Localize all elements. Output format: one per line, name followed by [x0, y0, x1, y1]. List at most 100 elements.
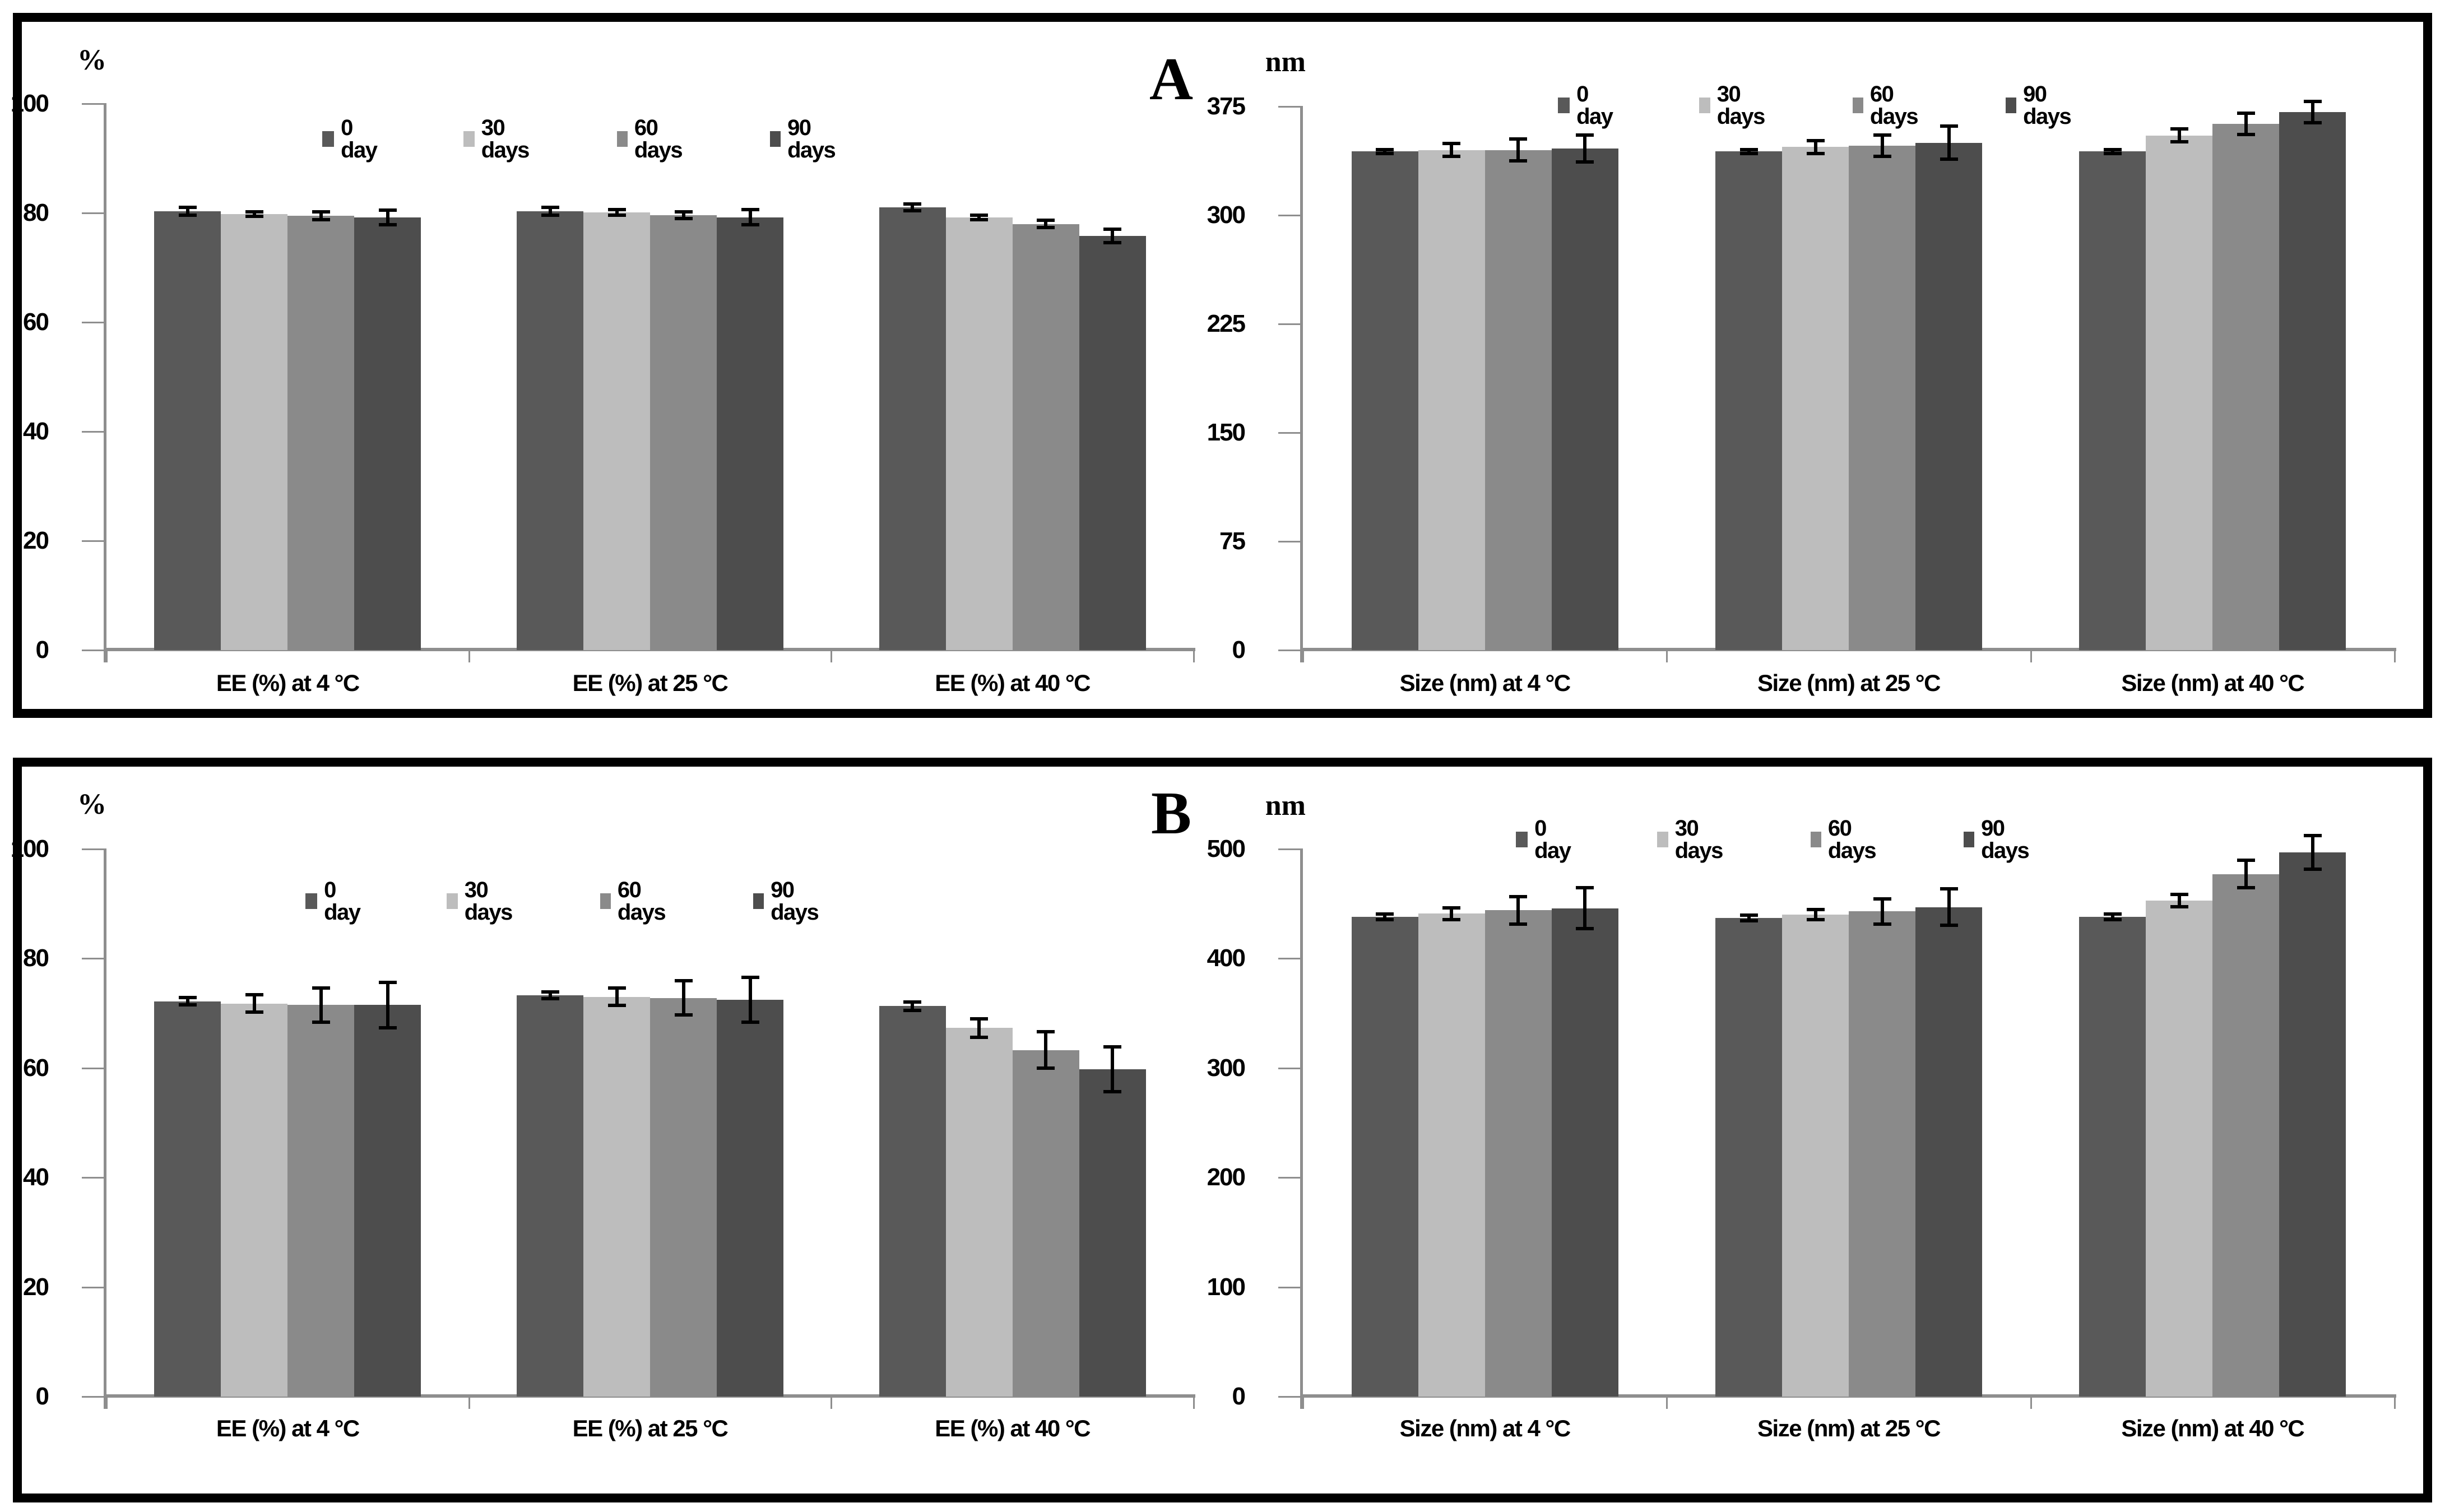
- bar: [1715, 918, 1782, 1397]
- legend-item: 0 day: [1558, 83, 1616, 128]
- error-bar-cap-top: [1442, 142, 1461, 146]
- bar: [717, 217, 783, 650]
- error-bar-stem: [2110, 150, 2114, 153]
- error-bar-cap-bottom: [2237, 133, 2255, 137]
- bar: [650, 998, 717, 1397]
- error-bar-cap-top: [2103, 912, 2122, 916]
- x-axis-group-tick: [468, 650, 470, 662]
- legend-swatch: [447, 893, 458, 909]
- panel-a-label: A: [1149, 46, 1193, 113]
- error-bar-cap-top: [1103, 228, 1122, 231]
- y-tickmark: [82, 848, 106, 850]
- error-bar-cap-bottom: [2237, 886, 2255, 890]
- error-bar-cap-top: [1442, 906, 1461, 910]
- category-label: EE (%) at 4 °C: [216, 670, 360, 696]
- error-bar-cap-bottom: [741, 1020, 759, 1024]
- y-tick-label: 225: [1207, 310, 1246, 337]
- y-tick-label: 375: [1207, 92, 1246, 120]
- x-axis-group-tick: [2394, 1397, 2396, 1409]
- bar: [879, 1006, 946, 1397]
- category-label: Size (nm) at 4 °C: [1399, 1415, 1571, 1441]
- error-bar-stem: [1383, 915, 1387, 920]
- error-bar-cap-top: [2237, 111, 2255, 115]
- error-bar-cap-top: [903, 202, 922, 206]
- error-bar-cap-top: [378, 981, 397, 985]
- error-bar-cap-bottom: [1806, 918, 1825, 922]
- y-axis-line: [104, 104, 106, 662]
- error-bar-stem: [319, 212, 323, 219]
- error-bar-stem: [1747, 916, 1751, 920]
- bar: [2146, 900, 2213, 1397]
- y-tickmark: [82, 958, 106, 960]
- error-bar-cap-bottom: [312, 1020, 330, 1024]
- error-bar-stem: [977, 215, 981, 219]
- error-bar-cap-bottom: [2303, 868, 2322, 871]
- legend-item: 60 days: [600, 879, 670, 924]
- legend-item: 60 days: [1810, 817, 1881, 862]
- bar: [1351, 151, 1418, 650]
- legend-item: 30 days: [1699, 83, 1769, 128]
- error-bar-cap-top: [1806, 139, 1825, 143]
- error-bar-cap-bottom: [1873, 154, 1891, 158]
- legend-item: 0 day: [322, 117, 381, 161]
- error-bar-cap-top: [1739, 147, 1758, 151]
- error-bar-cap-bottom: [674, 1013, 693, 1017]
- bar: [154, 1001, 221, 1397]
- category-label: Size (nm) at 4 °C: [1399, 670, 1571, 696]
- x-axis-group-tick: [831, 650, 833, 662]
- bar: [517, 211, 583, 650]
- error-bar-stem: [1111, 230, 1115, 242]
- y-tick-label: 40: [23, 1163, 49, 1191]
- error-bar-stem: [185, 208, 189, 215]
- error-bar-stem: [1516, 897, 1520, 924]
- y-tickmark: [1278, 958, 1303, 960]
- error-bar-stem: [1880, 899, 1884, 924]
- error-bar-cap-top: [674, 979, 693, 983]
- error-bar-cap-bottom: [541, 213, 559, 217]
- error-bar-cap-top: [1509, 894, 1528, 898]
- error-bar-cap-bottom: [970, 1036, 989, 1040]
- x-axis-group-tick: [1666, 650, 1668, 662]
- bar: [2279, 112, 2346, 650]
- legend-swatch: [1852, 98, 1863, 113]
- y-tickmark: [1278, 650, 1303, 651]
- x-axis-group-tick: [2030, 1397, 2032, 1409]
- legend-item: 60 days: [1852, 83, 1923, 128]
- legend-swatch: [322, 131, 335, 147]
- y-axis-unit-label: %: [77, 789, 106, 820]
- category-label: EE (%) at 40 °C: [935, 1415, 1091, 1441]
- legend-label: 90 days: [787, 115, 836, 163]
- legend-label: 60 days: [634, 115, 683, 163]
- error-bar-stem: [1450, 144, 1454, 156]
- bar: [1079, 1069, 1146, 1397]
- bar: [1012, 1050, 1079, 1397]
- legend-label: 0 day: [1534, 816, 1571, 863]
- error-bar-stem: [2110, 915, 2114, 920]
- error-bar-cap-bottom: [1739, 919, 1758, 922]
- bar: [517, 995, 583, 1397]
- error-bar-stem: [185, 998, 189, 1005]
- legend-label: 0 day: [324, 878, 361, 925]
- bar: [354, 217, 421, 650]
- error-bar-cap-top: [2103, 147, 2122, 151]
- y-tickmark: [82, 322, 106, 323]
- bar: [1782, 147, 1849, 650]
- bar: [2212, 874, 2280, 1397]
- y-tickmark: [1278, 1067, 1303, 1069]
- error-bar-cap-bottom: [1576, 926, 1594, 930]
- x-axis-group-tick: [1193, 1397, 1195, 1409]
- error-bar-cap-bottom: [178, 1003, 197, 1007]
- category-label: Size (nm) at 40 °C: [2121, 1415, 2304, 1441]
- error-bar-cap-bottom: [312, 217, 330, 221]
- legend-swatch: [1558, 98, 1570, 113]
- legend-item: 30 days: [1657, 817, 1727, 862]
- error-bar-stem: [1450, 908, 1454, 920]
- error-bar-cap-bottom: [1037, 1066, 1055, 1070]
- error-bar-cap-bottom: [1376, 151, 1394, 155]
- y-tick-label: 100: [10, 90, 49, 117]
- bar: [945, 217, 1013, 650]
- error-bar-cap-bottom: [178, 213, 197, 217]
- y-tickmark: [1278, 1396, 1303, 1398]
- error-bar-cap-bottom: [1037, 226, 1055, 230]
